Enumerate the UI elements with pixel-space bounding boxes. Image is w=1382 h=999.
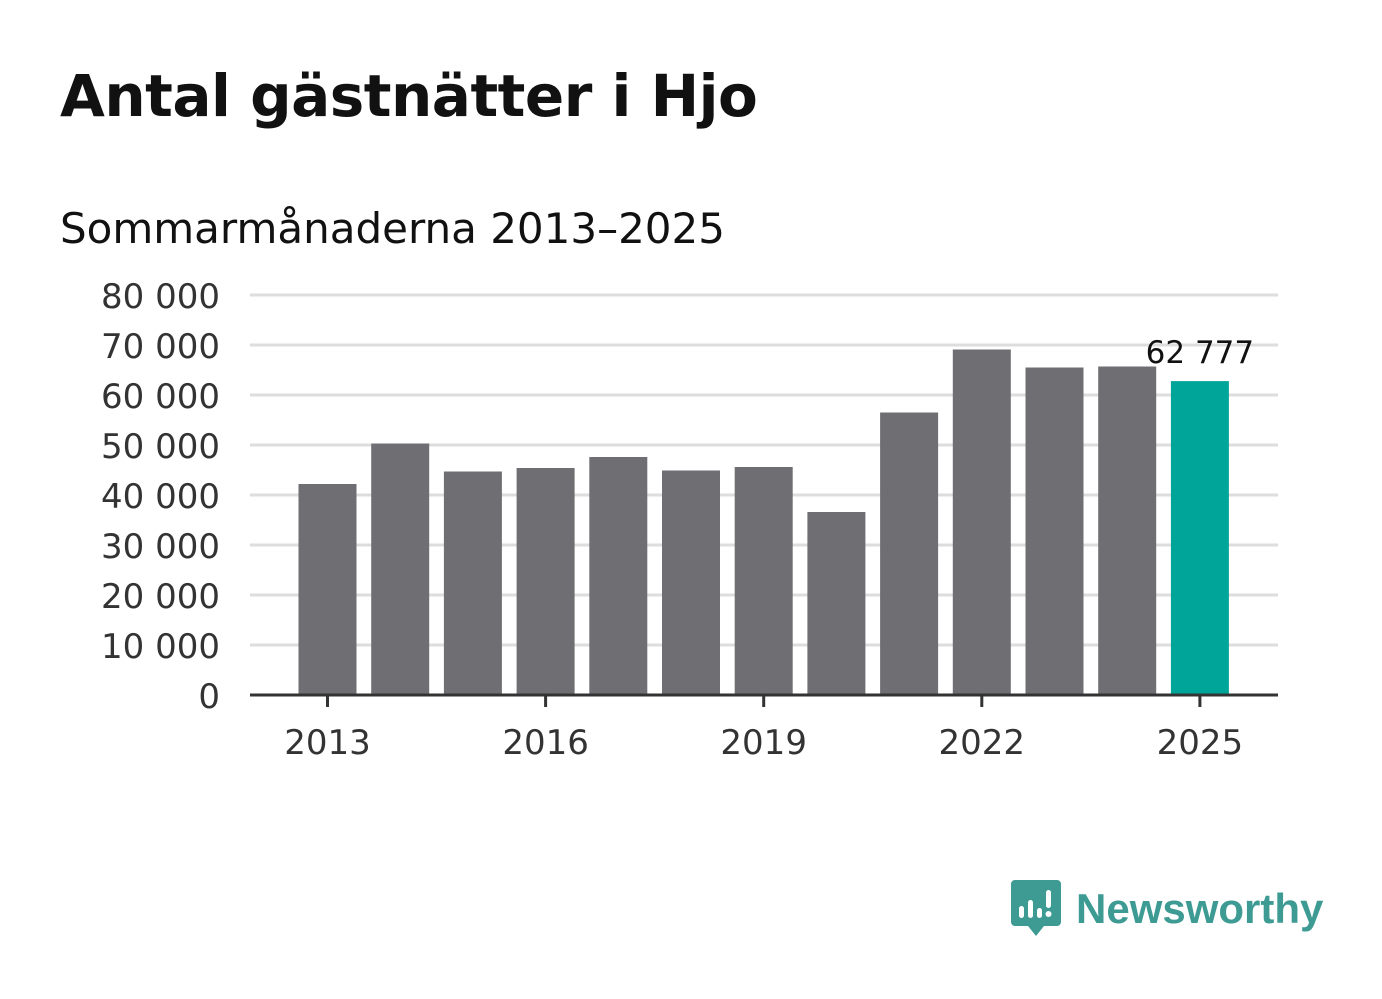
bar — [516, 468, 575, 695]
bar — [952, 349, 1011, 695]
y-tick-label: 20 000 — [101, 577, 220, 617]
bar-highlight — [1170, 381, 1229, 695]
chart-title: Antal gästnätter i Hjo — [60, 62, 758, 130]
y-tick-label: 0 — [198, 677, 220, 717]
logo-text: Newsworthy — [1076, 885, 1324, 932]
bar — [1025, 367, 1084, 695]
bar — [371, 443, 430, 695]
bar — [1098, 366, 1157, 695]
bar — [589, 457, 648, 695]
y-tick-label: 40 000 — [101, 477, 220, 517]
bars — [298, 349, 1229, 695]
y-tick-label: 80 000 — [101, 277, 220, 317]
x-tick-label: 2025 — [1157, 723, 1244, 763]
bar — [880, 412, 939, 695]
x-tick-label: 2016 — [502, 723, 589, 763]
y-tick-label: 60 000 — [101, 377, 220, 417]
axes — [250, 693, 1278, 707]
x-tick-label: 2022 — [939, 723, 1026, 763]
bar — [298, 484, 357, 695]
bar — [662, 470, 720, 695]
y-tick-label: 50 000 — [101, 427, 220, 467]
y-tick-label: 70 000 — [101, 327, 220, 367]
chart-subtitle: Sommarmånaderna 2013–2025 — [60, 204, 725, 253]
x-tick-label: 2019 — [720, 723, 807, 763]
bar — [443, 471, 502, 695]
bar — [734, 467, 793, 695]
y-tick-label: 30 000 — [101, 527, 220, 567]
labels: 0 10 000 20 000 30 000 40 000 50 000 60 000 70 … — [101, 277, 1254, 763]
newsworthy-logo: Newsworthy — [1010, 878, 1323, 940]
x-tick-label: 2013 — [284, 723, 371, 763]
newsworthy-chart-bubble-icon — [1011, 880, 1061, 936]
y-tick-label: 10 000 — [101, 627, 220, 667]
bar — [807, 512, 866, 695]
bar-value-label: 62 777 — [1146, 335, 1254, 371]
